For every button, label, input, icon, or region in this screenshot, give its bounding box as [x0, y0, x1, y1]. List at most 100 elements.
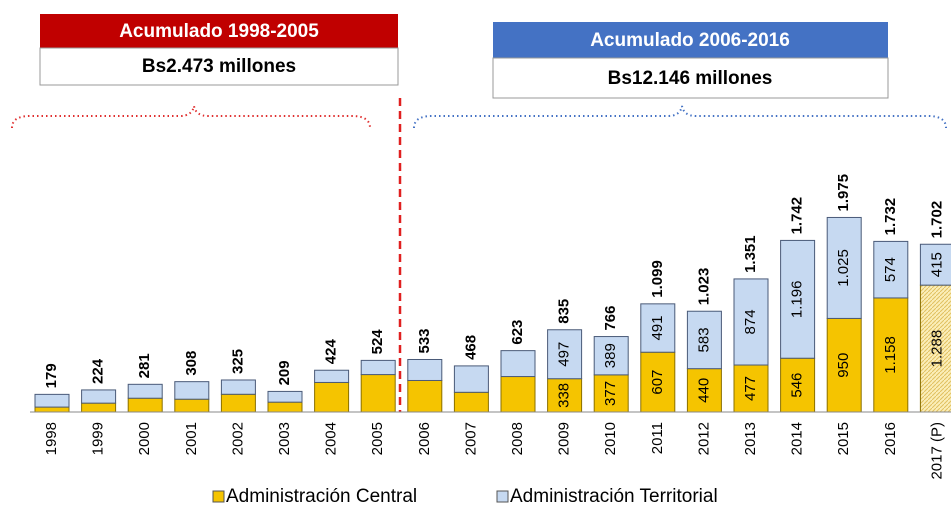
bar-segment: [873, 240, 909, 299]
segment-label: 477: [742, 376, 759, 401]
x-tick-label: 2008: [509, 422, 526, 455]
total-label: 623: [509, 320, 526, 345]
bar-segment: [360, 374, 396, 413]
box-1998-2005: Acumulado 1998-2005 Bs2.473 millones: [39, 14, 399, 86]
segment-label: 338: [556, 383, 573, 408]
total-label: 468: [462, 335, 479, 360]
segment-label: 1.288: [928, 330, 945, 368]
bar-segment: [314, 369, 350, 383]
box-body: [492, 57, 889, 99]
bar-segment: [220, 379, 256, 395]
bar-segment: [873, 297, 909, 413]
x-tick-label: 2004: [323, 422, 340, 455]
legend-label: Administración Territorial: [510, 486, 718, 507]
total-label: 1.732: [882, 198, 899, 236]
box-text: Bs2.473 millones: [142, 56, 296, 77]
total-label: 1.702: [928, 201, 945, 239]
box-header: [40, 14, 398, 48]
bar-segment: [127, 383, 163, 399]
x-tick-label: 2011: [649, 422, 666, 454]
segment-label: 1.025: [835, 249, 852, 287]
box-title: Acumulado 2006-2016: [590, 30, 790, 51]
x-tick-label: 1999: [90, 422, 107, 455]
bar-segment: [407, 379, 443, 413]
total-label: 766: [602, 306, 619, 331]
bar-segment: [453, 391, 489, 413]
segment-label: 491: [649, 316, 666, 341]
total-label: 1.742: [789, 197, 806, 235]
bracket: [413, 105, 947, 129]
total-label: 179: [43, 363, 60, 388]
box-text: Bs12.146 millones: [608, 68, 773, 89]
total-label: 224: [90, 358, 107, 384]
bar-segment: [733, 364, 769, 413]
x-tick-label: 2001: [183, 422, 200, 455]
x-tick-label: 2007: [462, 422, 479, 455]
x-tick-label: 2006: [416, 422, 433, 455]
total-label: 325: [229, 349, 246, 374]
bar-segment: [780, 239, 816, 359]
segment-label: 546: [789, 373, 806, 398]
bar-segment: [407, 358, 443, 381]
box-body: [39, 47, 399, 86]
box-2006-2016: Acumulado 2006-2016 Bs12.146 millones: [492, 22, 889, 99]
bar-segment: [127, 397, 163, 413]
bar-segment: [81, 389, 117, 404]
bar-segment: [640, 351, 676, 413]
total-label: 1.099: [649, 260, 666, 298]
x-tick-label: 2009: [556, 422, 573, 455]
bar-segment: [314, 381, 350, 413]
bar-segment: [500, 376, 536, 413]
bar-segment: [453, 365, 489, 393]
x-tick-label: 2000: [136, 422, 153, 455]
total-label: 524: [369, 329, 386, 355]
bar-segment: [919, 243, 951, 286]
bar-segment: [640, 303, 676, 353]
bar-segment: [593, 336, 629, 376]
bar-segment: [686, 310, 722, 370]
bar-segment: [826, 317, 862, 413]
x-tick-label: 2014: [789, 422, 806, 455]
total-label: 533: [416, 328, 433, 353]
bar-segment: [220, 393, 256, 413]
bar-segment: [826, 216, 862, 319]
box-header: [493, 22, 888, 58]
total-label: 424: [323, 339, 340, 365]
legend-swatch: [496, 490, 509, 503]
bar-segment: [34, 393, 70, 408]
segment-label: 874: [742, 309, 759, 334]
segment-label: 389: [602, 343, 619, 368]
bar-segment: [81, 402, 117, 413]
x-tick-label: 2005: [369, 422, 386, 455]
bar-segment: [733, 278, 769, 366]
x-tick-label: 2015: [835, 422, 852, 455]
segment-label: 950: [835, 353, 852, 378]
x-tick-label: 2013: [742, 422, 759, 455]
x-tick-label: 2002: [229, 422, 246, 455]
bar-segment: [780, 357, 816, 413]
bar-segment: [267, 401, 303, 413]
bar-segment: [360, 359, 396, 376]
legend-swatch: [212, 490, 225, 503]
segment-label: 440: [695, 378, 712, 403]
total-label: 308: [183, 351, 200, 376]
x-tick-label: 2003: [276, 422, 293, 455]
segment-label: 415: [928, 252, 945, 277]
segment-label: 377: [602, 381, 619, 406]
box-title: Acumulado 1998-2005: [119, 21, 319, 42]
bar-segment: [500, 350, 536, 378]
bar-segment: [267, 390, 303, 403]
x-tick-label: 1998: [43, 422, 60, 455]
bracket: [11, 105, 371, 129]
total-label: 1.975: [835, 174, 852, 212]
segment-label: 1.158: [882, 336, 899, 374]
total-label: 1.351: [742, 235, 759, 273]
segment-label: 574: [882, 257, 899, 282]
bar-segment: [547, 378, 583, 413]
bar-segment: [547, 329, 583, 380]
x-tick-label: 2016: [882, 422, 899, 455]
x-tick-label: 2012: [695, 422, 712, 455]
total-label: 209: [276, 360, 293, 385]
x-tick-label: 2010: [602, 422, 619, 455]
